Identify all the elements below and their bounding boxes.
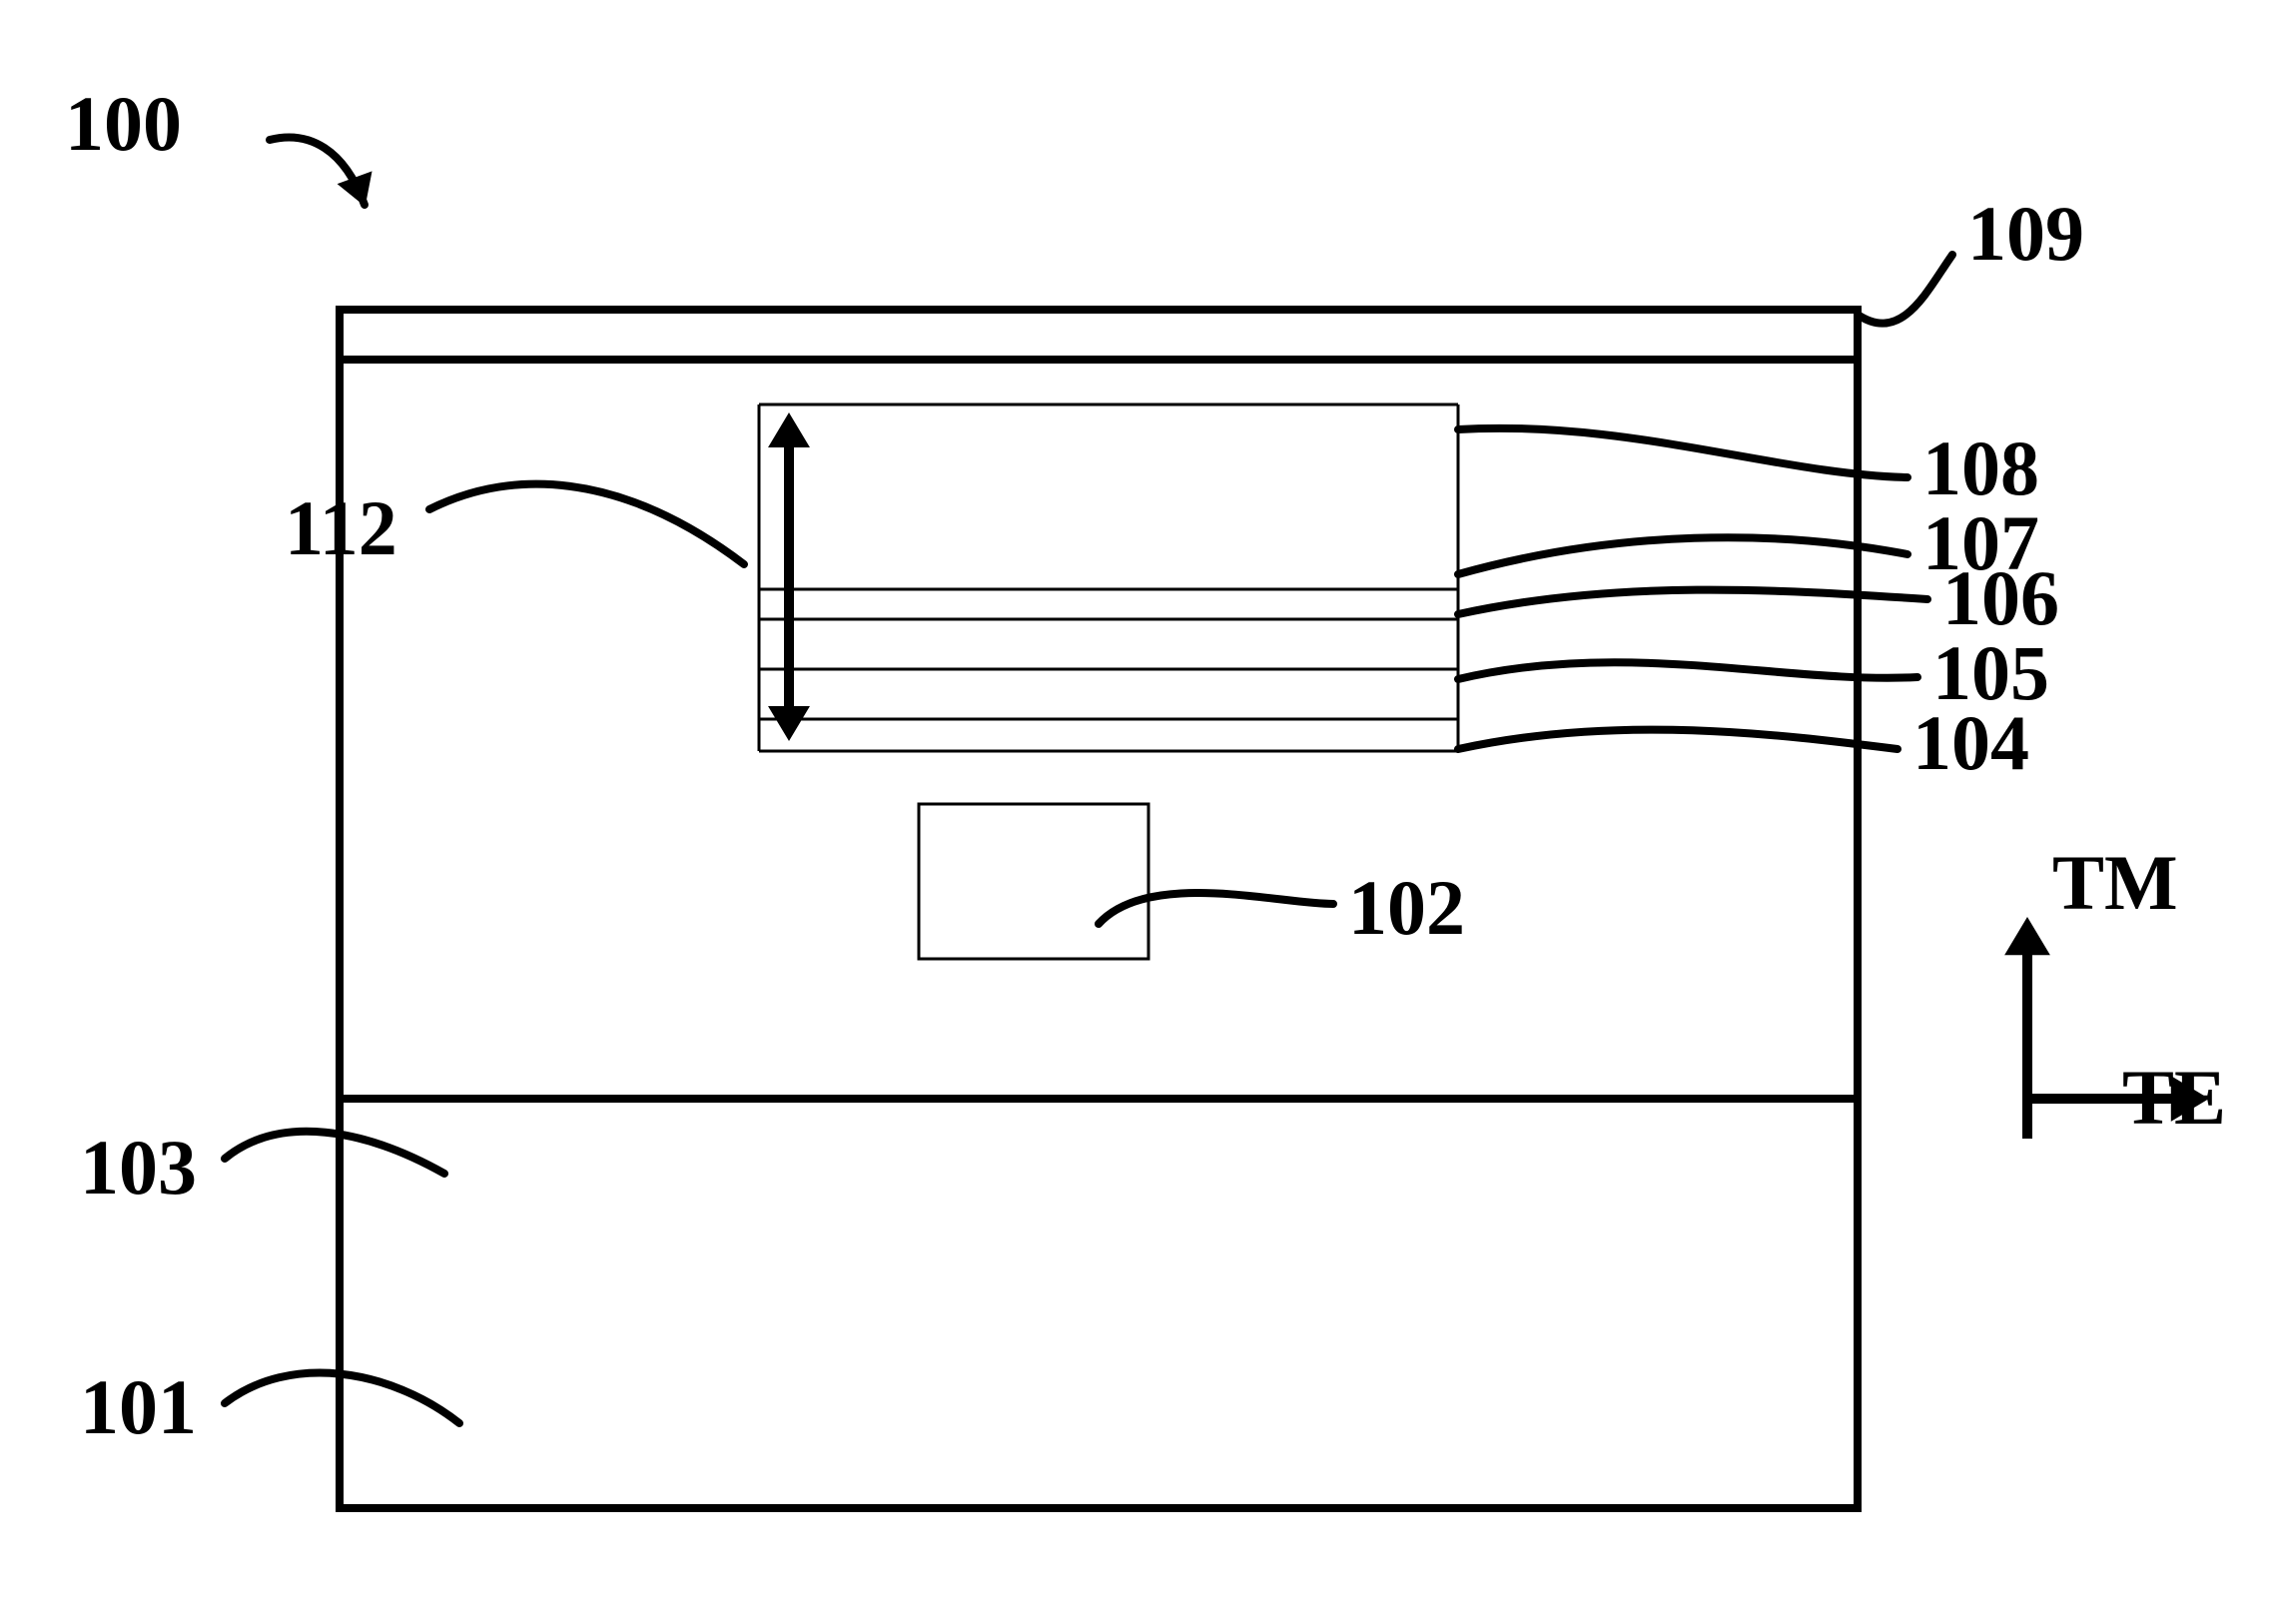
label-112: 112: [285, 484, 397, 571]
label-101: 101: [80, 1363, 197, 1450]
label-109: 109: [1967, 190, 2084, 277]
label-107: 107: [1922, 499, 2039, 586]
label-TE: TE: [2122, 1054, 2226, 1141]
label-105: 105: [1932, 629, 2049, 716]
label-102: 102: [1348, 864, 1465, 951]
label-103: 103: [80, 1124, 197, 1211]
label-108: 108: [1922, 424, 2039, 511]
label-TM: TM: [2052, 839, 2178, 926]
label-100: 100: [65, 80, 182, 167]
